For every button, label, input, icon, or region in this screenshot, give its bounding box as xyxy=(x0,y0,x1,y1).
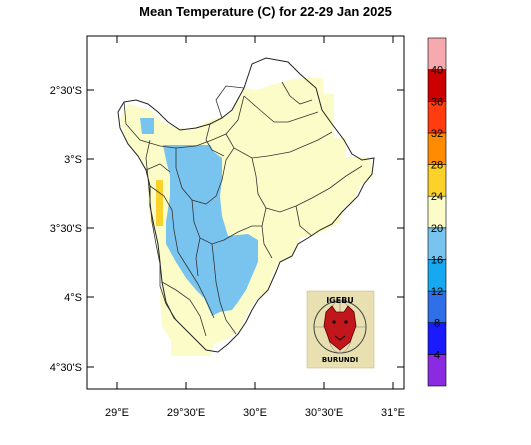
x-tick-label: 29°E xyxy=(105,407,129,419)
colorbar-label: 36 xyxy=(431,96,443,108)
x-axis xyxy=(116,36,394,389)
y-tick-label: 4°S xyxy=(64,292,82,304)
igebu-logo: IGEBU BURUNDI xyxy=(306,290,375,369)
leopard-head-icon xyxy=(323,305,357,351)
x-tick-label: 30°30'E xyxy=(305,407,343,419)
colorbar-label: 16 xyxy=(431,254,443,266)
colorbar: 4 8 12 16 20 24 28 32 36 40 xyxy=(427,37,447,387)
colorbar-label: 12 xyxy=(431,286,443,298)
colorbar-label: 28 xyxy=(431,160,443,172)
colorbar-label: 20 xyxy=(431,223,443,235)
logo-text-top: IGEBU xyxy=(326,296,354,305)
country-border xyxy=(117,57,375,353)
x-tick-label: 30°E xyxy=(243,407,267,419)
province-borders xyxy=(123,81,363,337)
map-frame xyxy=(86,35,405,390)
temperature-field-24-28 xyxy=(156,180,163,226)
colorbar-swatch xyxy=(427,37,447,70)
colorbar-label: 4 xyxy=(434,349,440,361)
y-tick-label: 3°30'S xyxy=(50,223,82,235)
y-tick-label: 4°30'S xyxy=(50,362,82,374)
x-tick-label: 31°E xyxy=(381,407,405,419)
colorbar-label: 40 xyxy=(431,65,443,77)
y-tick-label: 3°S xyxy=(64,154,82,166)
colorbar-label: 24 xyxy=(431,191,443,203)
y-axis xyxy=(87,89,404,368)
x-tick-label: 29°30'E xyxy=(167,407,205,419)
temperature-field-16-20 xyxy=(140,118,258,316)
logo-text-bottom: BURUNDI xyxy=(322,356,358,364)
lake-shoreline xyxy=(145,139,177,321)
y-tick-label: 2°30'S xyxy=(50,85,82,97)
colorbar-label: 8 xyxy=(434,318,440,330)
colorbar-label: 32 xyxy=(431,128,443,140)
map-title: Mean Temperature (C) for 22-29 Jan 2025 xyxy=(139,4,392,19)
